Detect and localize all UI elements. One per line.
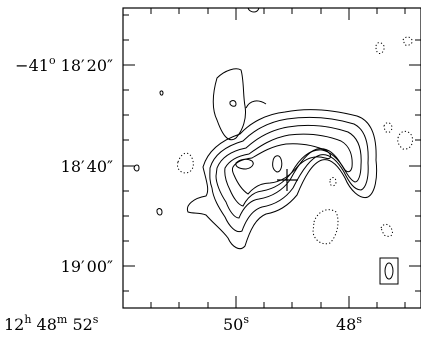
x-minor-ticks [150,8,406,308]
y-tick-label-19-00: 19′ 00″ [61,257,113,276]
contour-top-edge [247,7,260,13]
contour-north-inner [229,100,237,107]
beam-ellipse [384,262,394,280]
positive-contours [133,7,378,250]
neg-contour-3 [402,36,413,46]
x-tick-label-50s: 50s [223,313,249,334]
neg-contour-7 [312,209,339,245]
contour-level-6-peak-a [235,158,254,170]
neg-contour-4 [383,122,393,133]
reference-cross-marker [277,169,298,191]
plot-frame [122,7,421,309]
y-tick-label-18-40: 18′ 40″ [61,157,113,176]
x-tick-label-48s: 48s [336,313,362,334]
contour-north-extension [212,68,246,141]
contour-west-blob [133,164,140,172]
contour-level-1 [186,109,378,250]
contour-level-2 [209,116,369,233]
y-major-ticks [123,64,421,267]
y-minor-ticks [123,14,421,292]
beam-box [379,257,399,285]
contour-center-arc [245,100,267,109]
neg-contour-2 [375,42,385,54]
contour-level-5 [231,143,332,195]
negative-contours [177,36,413,245]
neg-contour-8 [380,223,393,237]
contour-level-6-peak-b [272,155,283,173]
neg-contour-6 [329,177,337,187]
contour-level-4 [224,133,353,207]
x-major-ticks [122,8,350,308]
contour-small-southwest [156,208,163,216]
beam-marker [379,257,399,285]
x-tick-label-52s: 12h 48m 52s [4,313,99,334]
neg-contour-5 [397,130,413,150]
neg-contour-1 [177,152,194,174]
y-tick-label-18-20: −41o 18′ 20″ [15,54,113,75]
contour-small-north [159,90,164,96]
